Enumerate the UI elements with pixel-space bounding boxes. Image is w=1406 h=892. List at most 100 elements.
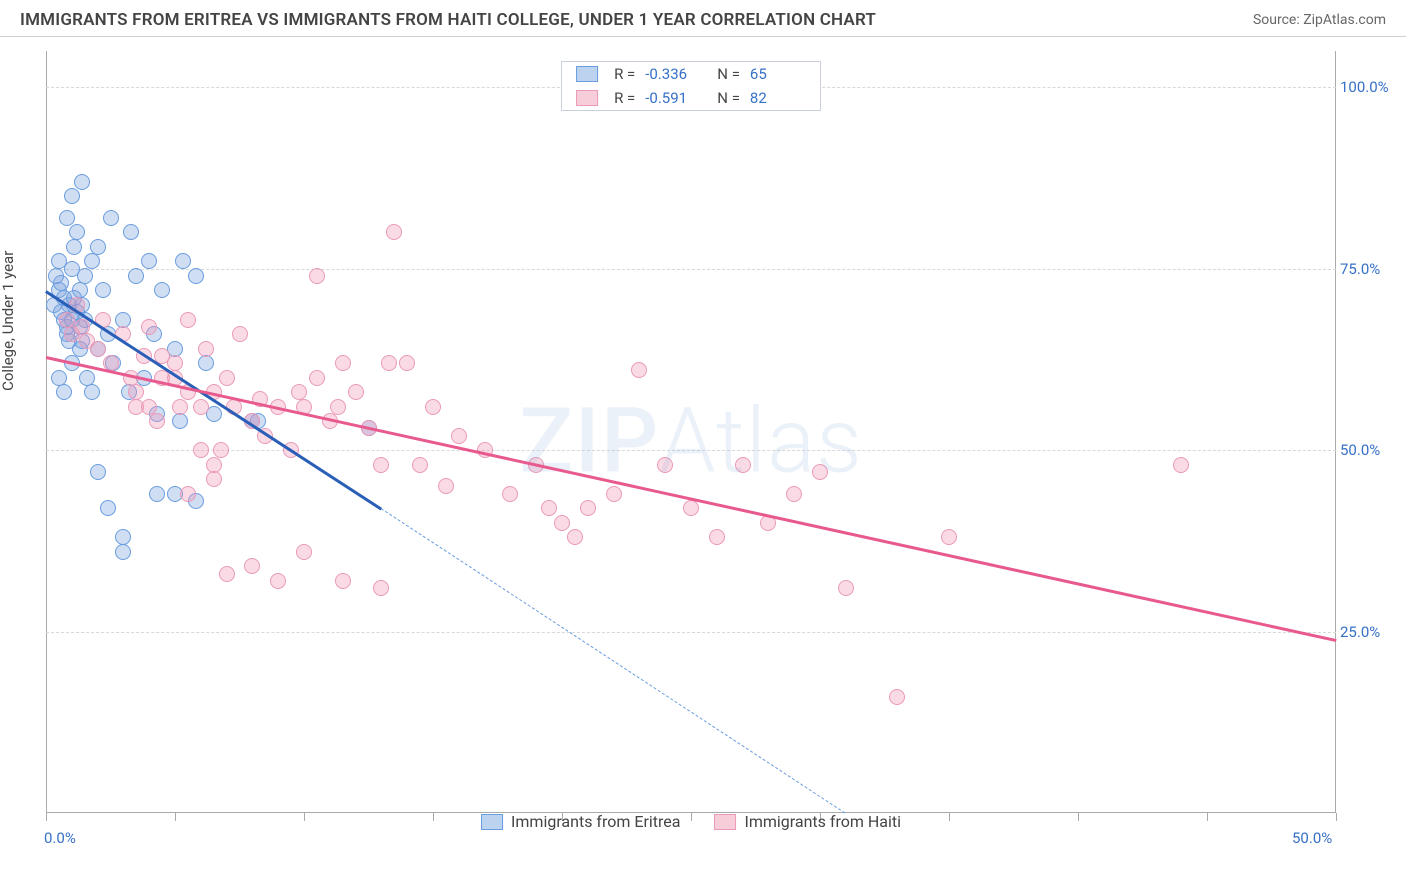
x-tick [304, 813, 305, 821]
chart-title: IMMIGRANTS FROM ERITREA VS IMMIGRANTS FR… [20, 10, 876, 30]
watermark-thin: Atlas [659, 389, 863, 494]
gridline-horizontal [46, 632, 1336, 633]
trendline-haiti [46, 356, 1337, 641]
legend-item-haiti: Immigrants from Haiti [714, 812, 900, 831]
y-tick-label: 100.0% [1340, 78, 1400, 96]
scatter-point-haiti [172, 399, 188, 415]
scatter-point-haiti [296, 544, 312, 560]
scatter-point-haiti [386, 224, 402, 240]
legend-swatch-eritrea [481, 814, 503, 830]
source-attribution: Source: ZipAtlas.com [1253, 12, 1386, 28]
scatter-point-haiti [141, 319, 157, 335]
trendline-extension-eritrea [381, 508, 846, 814]
scatter-point-haiti [348, 384, 364, 400]
scatter-point-haiti [193, 399, 209, 415]
scatter-point-eritrea [74, 174, 90, 190]
y-axis-label: College, Under 1 year [0, 251, 17, 391]
y-tick-label: 75.0% [1340, 260, 1400, 278]
scatter-point-eritrea [95, 282, 111, 298]
scatter-point-haiti [180, 486, 196, 502]
scatter-point-haiti [193, 442, 209, 458]
x-tick [949, 813, 950, 821]
scatter-point-eritrea [84, 253, 100, 269]
n-label: N = [717, 89, 740, 107]
legend-stats-row: R = -0.336 N = 65 [562, 62, 820, 86]
scatter-point-haiti [381, 355, 397, 371]
legend-label-haiti: Immigrants from Haiti [744, 812, 900, 831]
scatter-point-haiti [683, 500, 699, 516]
scatter-point-haiti [941, 529, 957, 545]
scatter-point-haiti [373, 457, 389, 473]
scatter-point-eritrea [141, 253, 157, 269]
scatter-point-haiti [554, 515, 570, 531]
n-value-eritrea: 65 [750, 65, 806, 83]
scatter-point-eritrea [100, 500, 116, 516]
y-axis-line [46, 51, 47, 813]
scatter-point-haiti [606, 486, 622, 502]
scatter-point-eritrea [188, 268, 204, 284]
scatter-point-haiti [1173, 457, 1189, 473]
scatter-point-eritrea [123, 224, 139, 240]
scatter-point-eritrea [59, 210, 75, 226]
chart-container: College, Under 1 year ZIPAtlas R = -0.33… [0, 37, 1406, 867]
scatter-point-eritrea [198, 355, 214, 371]
scatter-point-haiti [206, 471, 222, 487]
legend-stats-row: R = -0.591 N = 82 [562, 86, 820, 110]
x-tick [1336, 813, 1337, 821]
scatter-point-haiti [425, 399, 441, 415]
y-tick-label: 50.0% [1340, 441, 1400, 459]
scatter-point-haiti [567, 529, 583, 545]
scatter-point-haiti [580, 500, 596, 516]
gridline-horizontal [46, 450, 1336, 451]
scatter-point-haiti [335, 573, 351, 589]
x-tick [1078, 813, 1079, 821]
scatter-point-haiti [709, 529, 725, 545]
scatter-point-eritrea [154, 282, 170, 298]
scatter-point-haiti [149, 413, 165, 429]
scatter-point-haiti [735, 457, 751, 473]
legend-stats-box: R = -0.336 N = 65 R = -0.591 N = 82 [561, 61, 821, 111]
scatter-point-haiti [541, 500, 557, 516]
scatter-point-haiti [335, 355, 351, 371]
watermark: ZIPAtlas [519, 389, 863, 494]
x-tick [175, 813, 176, 821]
scatter-point-haiti [399, 355, 415, 371]
scatter-point-haiti [206, 457, 222, 473]
legend-item-eritrea: Immigrants from Eritrea [481, 812, 680, 831]
scatter-point-haiti [889, 689, 905, 705]
r-label: R = [614, 65, 635, 83]
r-value-haiti: -0.591 [645, 89, 701, 107]
scatter-point-eritrea [64, 188, 80, 204]
header-bar: IMMIGRANTS FROM ERITREA VS IMMIGRANTS FR… [0, 0, 1406, 37]
n-value-haiti: 82 [750, 89, 806, 107]
n-label: N = [717, 65, 740, 83]
scatter-point-haiti [812, 464, 828, 480]
scatter-point-haiti [244, 558, 260, 574]
legend-label-eritrea: Immigrants from Eritrea [511, 812, 680, 831]
scatter-point-haiti [198, 341, 214, 357]
scatter-point-eritrea [103, 210, 119, 226]
scatter-point-haiti [90, 341, 106, 357]
scatter-point-eritrea [175, 253, 191, 269]
scatter-point-haiti [309, 268, 325, 284]
scatter-point-haiti [631, 362, 647, 378]
scatter-point-eritrea [90, 464, 106, 480]
legend-swatch-haiti [576, 90, 598, 106]
scatter-point-haiti [219, 566, 235, 582]
scatter-point-haiti [232, 326, 248, 342]
scatter-point-haiti [438, 478, 454, 494]
scatter-point-haiti [180, 312, 196, 328]
scatter-point-haiti [786, 486, 802, 502]
scatter-point-eritrea [77, 268, 93, 284]
y-tick-label: 25.0% [1340, 623, 1400, 641]
x-tick [46, 813, 47, 821]
scatter-point-haiti [219, 370, 235, 386]
gridline-horizontal [46, 269, 1336, 270]
legend-swatch-eritrea [576, 66, 598, 82]
scatter-point-eritrea [69, 224, 85, 240]
scatter-point-haiti [270, 573, 286, 589]
scatter-point-haiti [309, 370, 325, 386]
scatter-point-eritrea [66, 239, 82, 255]
plot-area: ZIPAtlas R = -0.336 N = 65 R = -0.591 N … [46, 51, 1336, 831]
x-tick-label: 0.0% [44, 829, 76, 847]
